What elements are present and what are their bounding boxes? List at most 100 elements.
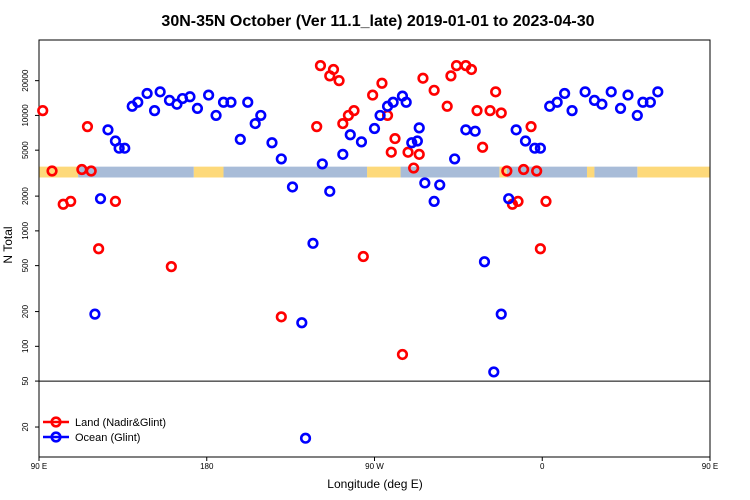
land-point <box>450 60 463 72</box>
ocean-point <box>368 122 381 135</box>
land-point <box>314 60 327 72</box>
plot-frame <box>38 39 711 458</box>
y-tick-label: 20 <box>21 422 30 431</box>
band-land-segment <box>39 166 79 178</box>
land-point <box>408 162 420 174</box>
ocean-point <box>579 86 591 98</box>
chart-title: 30N-35N October (Ver 11.1_late) 2019-01-… <box>161 13 594 30</box>
land-point <box>531 165 543 177</box>
ocean-point <box>529 142 541 154</box>
legend-ocean-marker <box>50 431 62 443</box>
land-point <box>484 105 496 117</box>
ocean-point <box>387 96 399 108</box>
ocean-point <box>355 136 368 148</box>
ocean-point <box>296 317 308 329</box>
band-land-segment <box>637 166 710 178</box>
land-point <box>477 141 489 153</box>
ocean-point <box>299 432 312 444</box>
x-tick-label: 180 <box>200 462 214 471</box>
ocean-point <box>184 91 196 103</box>
ocean-point <box>428 195 440 207</box>
land-point <box>165 261 177 273</box>
land-point <box>396 348 409 361</box>
ocean-point <box>411 135 423 147</box>
land-point <box>428 84 440 96</box>
y-tick-label: 1000 <box>21 221 30 239</box>
ocean-point <box>307 237 319 249</box>
band-land-segment <box>193 166 224 178</box>
legend-entry-ocean: Ocean (Glint) <box>43 431 140 444</box>
land-point <box>311 121 323 133</box>
ocean-point <box>596 98 608 110</box>
land-point <box>275 311 287 323</box>
land-point <box>525 121 537 133</box>
y-axis: 20 50 100 200 500 1000 2000 5000 10000 20000 <box>21 69 39 431</box>
ocean-point <box>324 185 336 197</box>
ocean-point <box>449 153 461 165</box>
land-point <box>37 105 49 117</box>
x-tick-label: 90 E <box>702 462 718 471</box>
ocean-point <box>551 96 563 108</box>
ocean-point <box>478 256 491 268</box>
x-axis: 90 E 180 90 W 0 90 E <box>31 457 718 471</box>
ocean-point <box>242 96 254 108</box>
ocean-point <box>400 96 412 108</box>
ocean-point <box>413 122 425 134</box>
ocean-point <box>119 142 131 154</box>
land-point <box>46 165 58 177</box>
ocean-point <box>406 137 418 149</box>
y-tick-label: 5000 <box>21 141 30 159</box>
land-point <box>501 165 513 177</box>
ocean-point <box>510 124 522 136</box>
land-point <box>65 195 77 207</box>
points-layer <box>37 60 664 444</box>
ocean-point <box>249 117 261 130</box>
y-axis-label: N Total <box>1 226 15 263</box>
ocean-point <box>631 109 643 122</box>
ocean-point <box>614 102 627 115</box>
ocean-point <box>519 135 532 147</box>
band-ocean-segment <box>78 166 194 178</box>
band-land-segment <box>586 166 595 178</box>
ocean-point <box>488 366 500 378</box>
land-point <box>441 100 453 112</box>
legend-land-marker <box>50 416 62 428</box>
ocean-point <box>605 86 617 98</box>
land-point <box>337 117 349 130</box>
x-tick-label: 90 W <box>365 462 384 471</box>
ocean-point <box>495 308 507 320</box>
land-point <box>367 89 379 101</box>
land-point <box>81 121 94 133</box>
ocean-point <box>559 87 571 100</box>
band-ocean-segment <box>506 166 587 178</box>
ocean-point <box>434 179 446 191</box>
x-axis-label: Longitude (deg E) <box>327 477 422 491</box>
ocean-point <box>503 193 515 205</box>
ocean-point <box>374 109 386 122</box>
ocean-point <box>225 96 237 108</box>
ocean-point <box>154 86 166 98</box>
ocean-point <box>94 193 107 205</box>
ocean-point <box>255 109 267 122</box>
ocean-point <box>644 96 656 108</box>
land-point <box>417 72 429 84</box>
band-ocean-segment <box>400 166 500 178</box>
land-point <box>471 105 483 117</box>
ocean-point <box>419 177 431 189</box>
ocean-point <box>566 105 578 117</box>
band-ocean-segment <box>223 166 368 178</box>
land-point <box>376 77 388 89</box>
ocean-point <box>148 105 161 117</box>
land-point <box>540 195 552 207</box>
land-point <box>109 195 122 207</box>
land-point <box>357 250 369 263</box>
ocean-point <box>622 89 634 101</box>
ocean-point <box>89 308 101 320</box>
legend: Land (Nadir&Glint) Ocean (Glint) <box>43 416 166 444</box>
ocean-point <box>534 142 546 154</box>
ocean-point <box>171 98 183 110</box>
land-point <box>534 243 546 255</box>
band-land-segment <box>367 166 401 178</box>
land-point <box>402 146 414 158</box>
y-tick-label: 50 <box>21 376 30 385</box>
